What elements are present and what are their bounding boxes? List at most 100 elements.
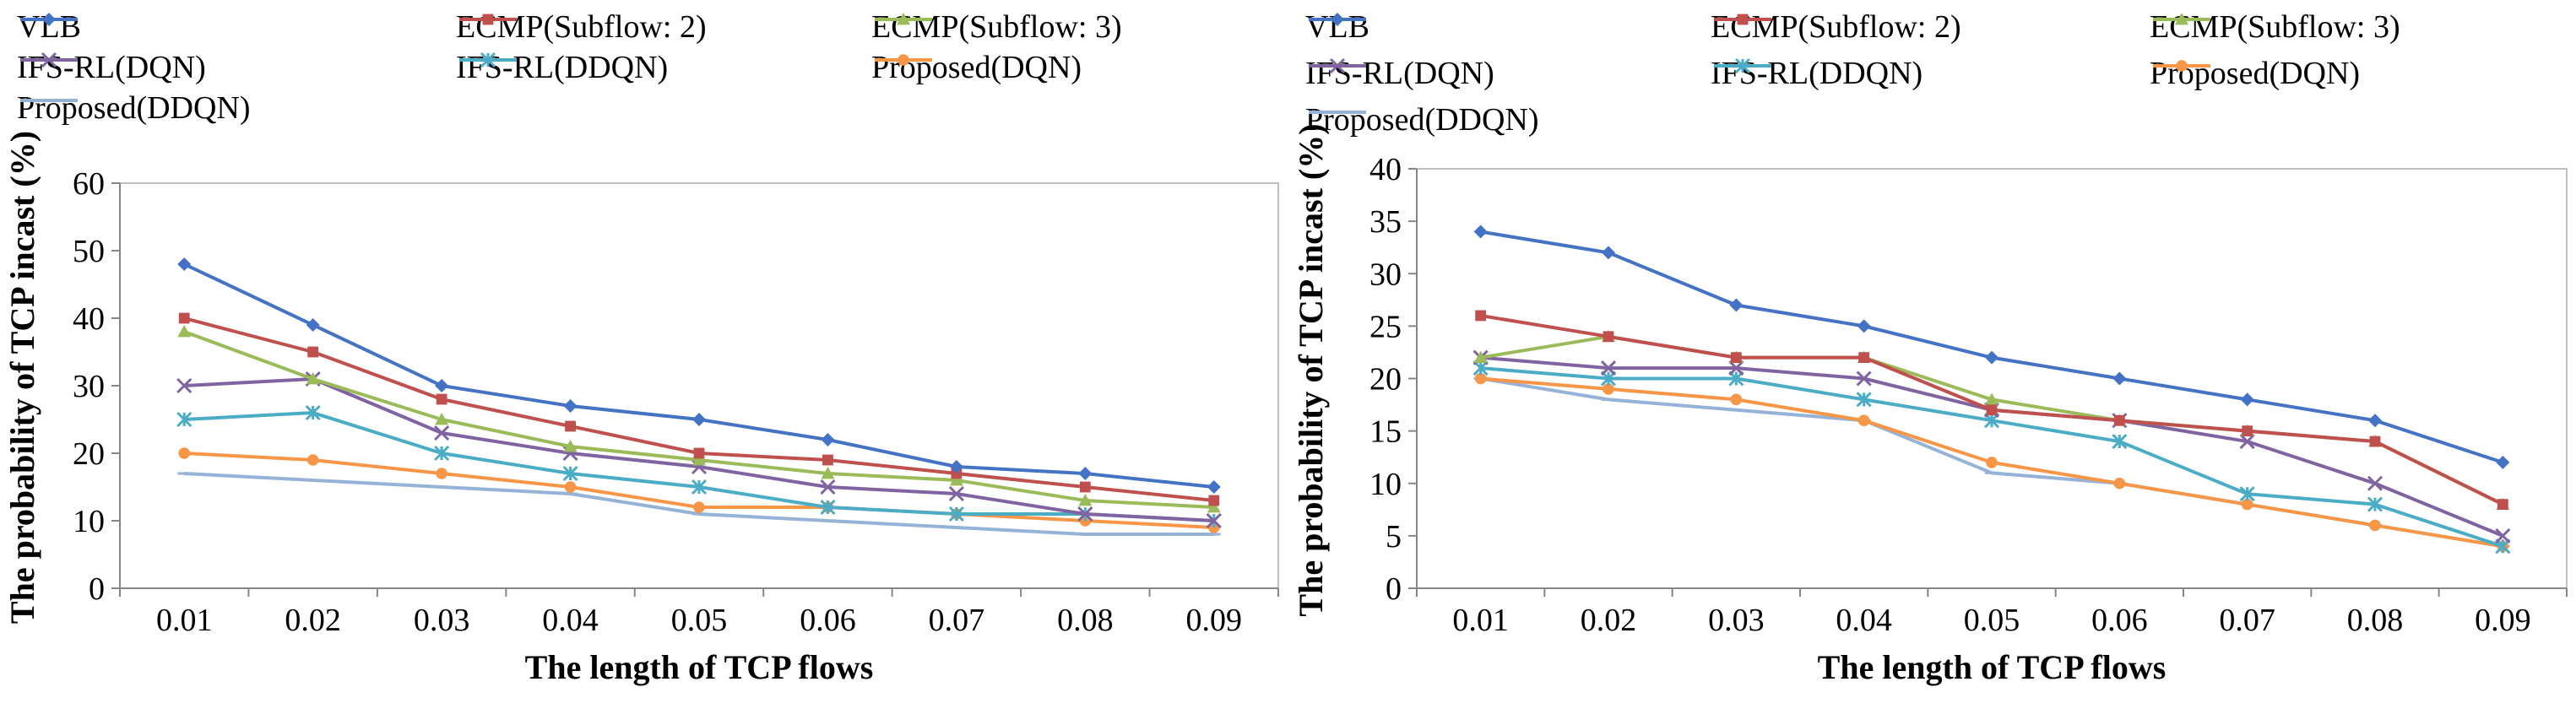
data-point <box>949 473 963 486</box>
legend-label: ECMP(Subflow: 3) <box>871 9 1122 45</box>
x-tick-label: 0.07 <box>929 603 985 638</box>
data-point <box>177 325 192 338</box>
legend-item-ecmp-subflow-2: ECMP(Subflow: 2) <box>1711 7 1961 47</box>
y-tick-label: 20 <box>1369 362 1402 398</box>
x-tick-label: 0.01 <box>156 603 213 638</box>
data-point <box>2242 425 2253 437</box>
data-point <box>693 501 705 513</box>
data-point <box>1079 481 1091 493</box>
plot-area <box>119 182 1279 589</box>
legend-label: ECMP(Subflow: 3) <box>2150 9 2400 45</box>
x-tick-label: 0.05 <box>671 603 728 638</box>
data-point <box>435 379 449 392</box>
data-point <box>821 433 835 446</box>
data-point <box>2112 371 2127 386</box>
data-point <box>434 425 450 441</box>
data-point <box>434 445 450 462</box>
data-point <box>563 399 578 413</box>
y-axis-title: The probability of TCP incast (%) <box>3 131 41 624</box>
legend-item-ecmp-subflow-3: ECMP(Subflow: 3) <box>871 7 1122 47</box>
legend-item-ifs-rl-dqn: IFS-RL(DQN) <box>1305 53 1494 94</box>
y-tick-label: 60 <box>73 166 105 202</box>
legend-swatch <box>20 99 78 102</box>
data-point <box>1208 495 1220 506</box>
data-point <box>692 453 706 466</box>
data-point <box>1986 404 1998 416</box>
legend-item-ifs-rl-ddqn: IFS-RL(DDQN) <box>1711 53 1923 94</box>
data-point <box>563 440 578 452</box>
data-point <box>2496 455 2510 469</box>
y-tick-label: 30 <box>1369 257 1402 292</box>
x-tick-label: 0.01 <box>1452 603 1509 638</box>
legend-item-proposed-dqn: Proposed(DQN) <box>871 47 1082 88</box>
data-point <box>1856 371 1872 387</box>
x-axis-title: The length of TCP flows <box>525 648 874 686</box>
data-point <box>1600 360 1617 376</box>
data-point <box>1729 298 1744 312</box>
data-point <box>305 404 321 421</box>
data-point <box>1730 352 1742 364</box>
y-tick-label: 30 <box>73 369 105 404</box>
data-point <box>1077 506 1093 522</box>
legend-swatch <box>1309 111 1366 114</box>
legend-swatch <box>2153 13 2210 25</box>
data-point <box>1474 372 1487 385</box>
x-tick-label: 0.02 <box>285 603 341 638</box>
data-point <box>691 479 708 495</box>
data-point <box>2239 486 2255 502</box>
data-point <box>565 420 576 432</box>
legend-item-ifs-rl-dqn: IFS-RL(DQN) <box>17 47 206 88</box>
data-point <box>2497 499 2508 510</box>
data-point <box>692 413 706 426</box>
y-tick-label: 25 <box>1369 309 1402 344</box>
data-point <box>176 377 193 394</box>
data-point <box>1986 457 1998 468</box>
y-tick-label: 5 <box>1386 519 1402 555</box>
legend-label: ECMP(Subflow: 2) <box>1711 9 1961 45</box>
data-point <box>1856 392 1872 408</box>
data-point <box>2368 414 2382 428</box>
legend-swatch <box>1309 57 1366 74</box>
y-tick-label: 0 <box>89 571 105 607</box>
data-point <box>307 346 319 358</box>
x-tick-label: 0.02 <box>1581 603 1637 638</box>
x-tick-label: 0.03 <box>1708 603 1765 638</box>
data-point <box>2495 528 2511 544</box>
legend-swatch <box>20 51 78 68</box>
series-ecmp-subflow-2 <box>178 312 1220 506</box>
legend-item-ifs-rl-ddqn: IFS-RL(DDQN) <box>456 47 668 88</box>
data-point <box>1602 246 1615 260</box>
data-point <box>436 468 447 479</box>
data-point <box>176 411 193 428</box>
x-tick-label: 0.04 <box>542 603 599 638</box>
data-point <box>1206 512 1222 529</box>
data-point <box>1603 331 1614 343</box>
line-chart: 0 5 10 15 20 25 30 35 40 0.01 0.02 0.03 0.04 0.05 0.06… <box>1292 123 2568 686</box>
data-point <box>1603 383 1614 395</box>
data-point <box>1473 225 1488 239</box>
legend-swatch <box>1714 14 1771 25</box>
y-tick-label: 0 <box>1386 571 1402 607</box>
data-point <box>693 447 705 459</box>
legend-swatch <box>20 13 78 26</box>
data-point <box>820 479 836 495</box>
y-tick-label: 10 <box>1369 467 1402 502</box>
legend-swatch <box>875 13 932 25</box>
data-point <box>178 312 190 324</box>
legend-swatch <box>1714 57 1771 74</box>
data-point <box>1857 414 1870 427</box>
legend-item-proposed-ddqn: Proposed(DDQN) <box>17 88 251 128</box>
data-point <box>1728 360 1744 376</box>
legend-label: IFS-RL(DQN) <box>1305 56 1494 91</box>
x-tick-label: 0.05 <box>1964 603 2020 638</box>
y-tick-label: 40 <box>1369 152 1402 187</box>
data-point <box>435 413 449 425</box>
legend-label: ECMP(Subflow: 2) <box>456 9 707 45</box>
data-point <box>1730 393 1743 406</box>
data-point <box>1207 500 1221 513</box>
data-point <box>949 460 963 473</box>
data-point <box>820 499 836 516</box>
x-tick-label: 0.06 <box>2091 603 2148 638</box>
data-point <box>1985 392 1998 405</box>
data-point <box>1078 494 1093 506</box>
